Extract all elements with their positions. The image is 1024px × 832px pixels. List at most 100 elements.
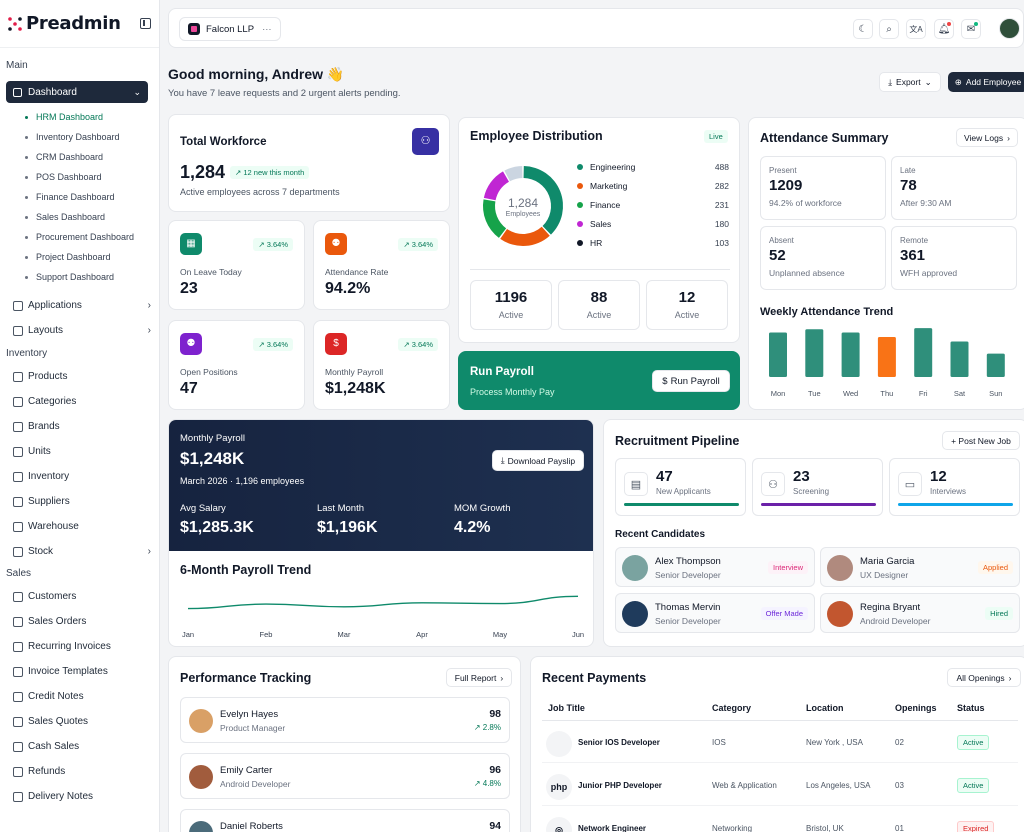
theme-toggle-button[interactable]: ☾ (853, 19, 873, 39)
language-button[interactable]: 文A (906, 19, 926, 39)
sidebar-subitem[interactable]: Finance Dashboard (0, 187, 159, 207)
sidebar-item-dashboard[interactable]: Dashboard ⌄ (6, 81, 148, 103)
sidebar-subitem[interactable]: Project Dashboard (0, 247, 159, 267)
weekly-attendance-chart: Mon Tue Wed Thu Fri Sat Sun (769, 328, 1005, 398)
menu-item-icon (13, 641, 23, 652)
status-badge: Active (957, 778, 990, 793)
sidebar-subitem[interactable]: Support Dashboard (0, 267, 159, 287)
job-title[interactable]: Senior IOS Developer (578, 738, 660, 747)
table-header: Status (957, 703, 985, 713)
sidebar-item[interactable]: Cash Sales (0, 734, 159, 759)
sidebar-item-label: Layouts (28, 325, 64, 336)
sidebar-item[interactable]: Inventory (0, 464, 159, 489)
export-button[interactable]: ⤓ Export ⌄ (879, 72, 941, 92)
attendance-value: 78 (900, 177, 917, 194)
stat-change: ↗ 3.64% (398, 338, 438, 351)
full-report-button[interactable]: Full Report › (446, 668, 512, 687)
sidebar-item[interactable]: Sales Quotes (0, 709, 159, 734)
x-tick-label: Sun (989, 389, 1002, 398)
sidebar-item[interactable]: Warehouse (0, 514, 159, 539)
collapse-sidebar-icon[interactable] (140, 18, 151, 29)
search-button[interactable]: ⌕ (879, 19, 899, 39)
legend-dot (577, 202, 583, 208)
sidebar-item[interactable]: Customers (0, 584, 159, 609)
box-value: 1196 (494, 289, 528, 306)
legend-label: Marketing (590, 181, 628, 191)
sidebar-item[interactable]: Stock › (0, 539, 159, 564)
more-icon: ··· (262, 23, 272, 35)
sidebar-subitem[interactable]: Inventory Dashboard (0, 127, 159, 147)
sidebar-item-layouts[interactable]: Layouts › (0, 318, 159, 343)
topbar: Falcon LLP ··· ☾ ⌕ 文A 🔔︎ ✉ (168, 8, 1024, 48)
sidebar-item[interactable]: Credit Notes (0, 684, 159, 709)
employee-role: Product Manager (220, 723, 286, 733)
menu-item-icon (13, 421, 23, 432)
sidebar-item[interactable]: Recurring Invoices (0, 634, 159, 659)
sidebar-subitem[interactable]: CRM Dashboard (0, 147, 159, 167)
menu-item-icon (13, 471, 23, 482)
notifications-button[interactable]: 🔔︎ (934, 19, 954, 39)
menu-item-icon (13, 591, 23, 602)
download-payslip-label: Download Payslip (507, 455, 576, 466)
sidebar-item[interactable]: Products (0, 364, 159, 389)
avatar (189, 821, 213, 832)
box-value: 12 (678, 289, 696, 306)
section-title-main: Main (6, 60, 28, 71)
view-logs-button[interactable]: View Logs › (956, 128, 1018, 147)
sidebar-item-applications[interactable]: Applications › (0, 293, 159, 318)
performance-row[interactable]: Evelyn Hayes Product Manager 98 ↗ 2.8% (180, 697, 510, 743)
sidebar-subitem[interactable]: HRM Dashboard (0, 107, 159, 127)
bullet-icon (25, 155, 28, 159)
job-title[interactable]: Network Engineer (578, 824, 647, 832)
sidebar-item[interactable]: Categories (0, 389, 159, 414)
legend-value: 282 (714, 181, 729, 191)
performance-row[interactable]: Emily Carter Android Developer 96 ↗ 4.8% (180, 753, 510, 799)
notification-dot (947, 22, 951, 26)
job-title[interactable]: Junior PHP Developer (578, 781, 662, 790)
user-avatar[interactable] (999, 18, 1020, 39)
users-icon: ⚇ (412, 128, 439, 155)
download-payslip-button[interactable]: ⤓ Download Payslip (492, 450, 584, 471)
donut-slice-engineering (523, 166, 563, 235)
stat-change: ↗ 3.64% (253, 338, 293, 351)
performance-change: ↗ 4.8% (473, 779, 501, 788)
sidebar-item[interactable]: Suppliers (0, 489, 159, 514)
candidate-item[interactable]: Regina Bryant Android Developer Hired (820, 593, 1020, 633)
add-employee-button[interactable]: ⊕ Add Employee (948, 72, 1024, 92)
candidate-item[interactable]: Alex Thompson Senior Developer Interview (615, 547, 815, 587)
performance-score: 94 (489, 820, 501, 832)
bullet-icon (25, 115, 28, 119)
candidate-item[interactable]: Maria Garcia UX Designer Applied (820, 547, 1020, 587)
menu-item-icon (13, 446, 23, 457)
video-icon: ▭ (898, 472, 922, 496)
all-openings-button[interactable]: All Openings › (947, 668, 1021, 687)
sidebar-item[interactable]: Brands (0, 414, 159, 439)
candidate-item[interactable]: Thomas Mervin Senior Developer Offer Made (615, 593, 815, 633)
attendance-box: Absent 52 Unplanned absence (760, 226, 886, 290)
messages-button[interactable]: ✉ (961, 19, 981, 39)
brand[interactable]: Preadmin (0, 0, 159, 48)
sidebar-item-label: Cash Sales (28, 741, 80, 752)
dollar-icon: $ (662, 375, 668, 387)
employee-name: Evelyn Hayes (220, 709, 279, 720)
post-new-job-button[interactable]: + Post New Job (942, 431, 1020, 450)
sidebar-subitem[interactable]: Sales Dashboard (0, 207, 159, 227)
sidebar-item[interactable]: Invoice Templates (0, 659, 159, 684)
performance-row[interactable]: Daniel Roberts 94 (180, 809, 510, 832)
payroll-trend-title: 6-Month Payroll Trend (180, 563, 312, 577)
sidebar-item[interactable]: Delivery Notes (0, 784, 159, 809)
company-switcher[interactable]: Falcon LLP ··· (179, 17, 281, 41)
sidebar-subitem[interactable]: Procurement Dashboard (0, 227, 159, 247)
greeting-title: Good morning, Andrew 👋 (168, 66, 345, 82)
sidebar-item[interactable]: Refunds (0, 759, 159, 784)
x-tick-label: Fri (919, 389, 928, 398)
sidebar-item[interactable]: Sales Orders (0, 609, 159, 634)
stat-card: ⚉ ↗ 3.64% Attendance Rate 94.2% (313, 220, 450, 310)
sidebar-item[interactable]: Units (0, 439, 159, 464)
job-category: Networking (712, 824, 753, 832)
sidebar-subitem[interactable]: POS Dashboard (0, 167, 159, 187)
run-payroll-button[interactable]: $ Run Payroll (652, 370, 730, 392)
stat-value: 23 (180, 280, 198, 297)
sidebar-subitem-label: Sales Dashboard (36, 212, 106, 222)
pipeline-value: 23 (793, 468, 810, 485)
